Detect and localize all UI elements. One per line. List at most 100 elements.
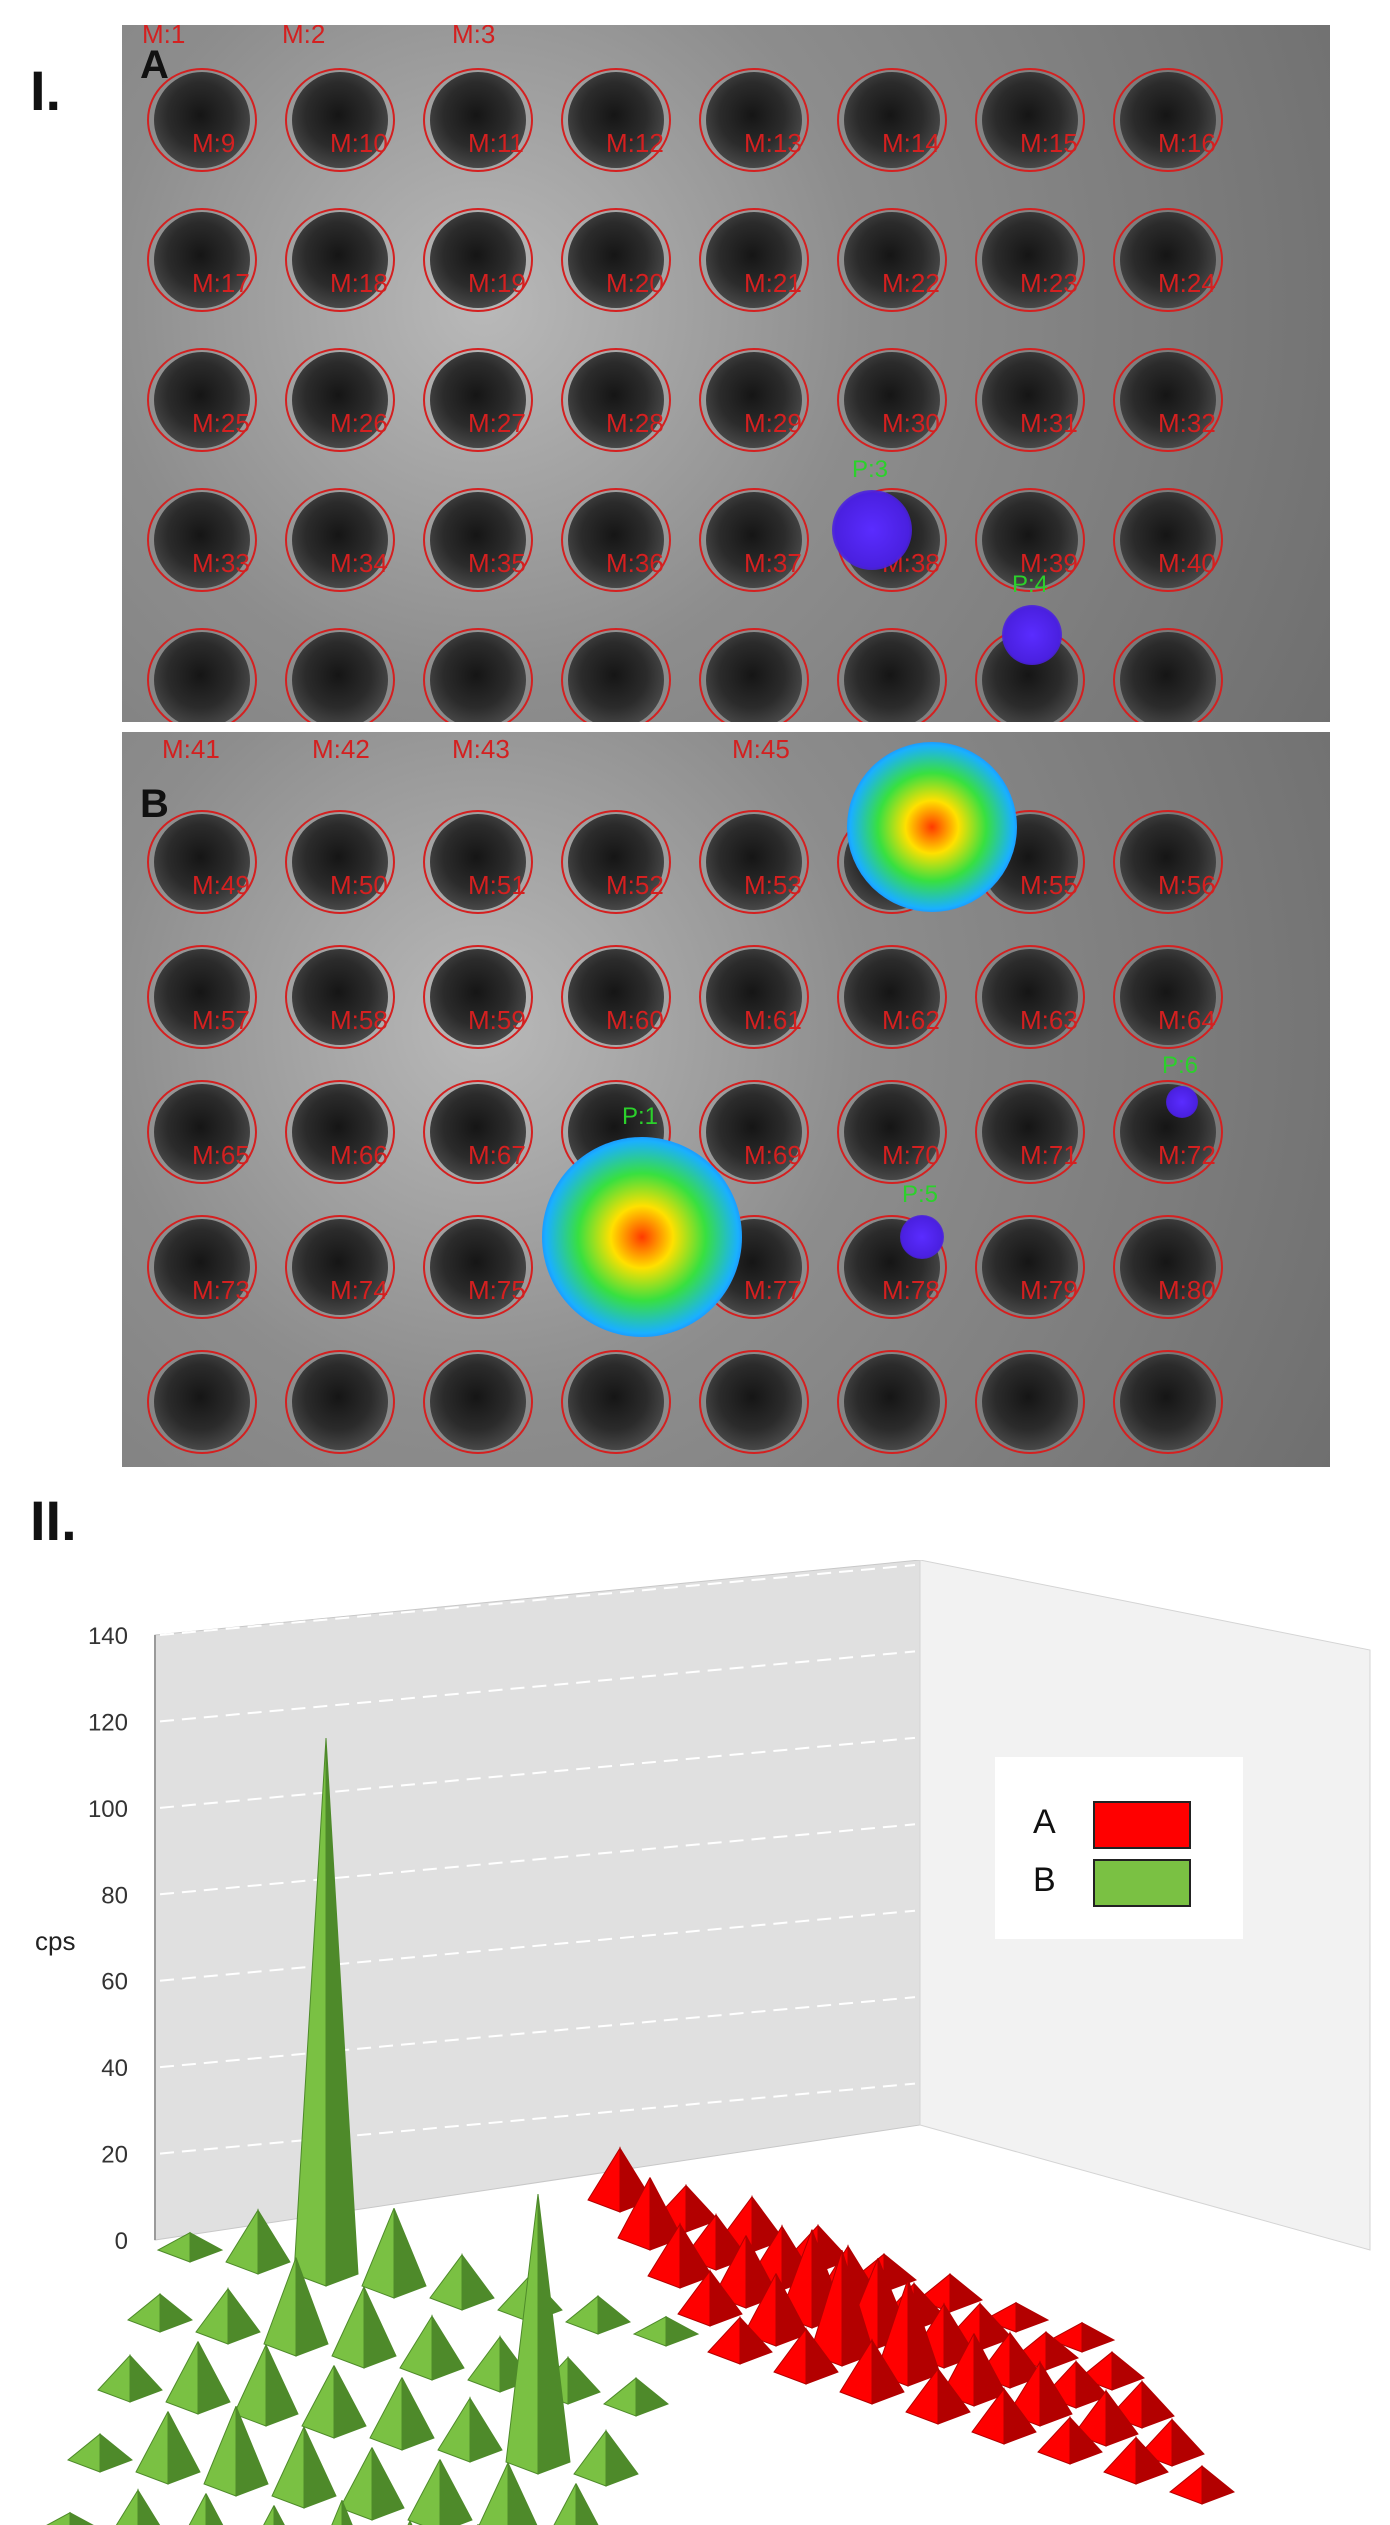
- chart-gridline: [159, 2082, 916, 2155]
- roi-label: M:78: [882, 1275, 940, 1305]
- hotspot-label: P:6: [1162, 1052, 1199, 1079]
- pyramid-a-shade: [1171, 2418, 1205, 2467]
- pyramid-a-shade: [739, 2316, 773, 2365]
- roi-circle: [1113, 1350, 1223, 1454]
- roi-circle: [285, 68, 395, 172]
- plate-divider: [122, 722, 1330, 732]
- roi-circle: [147, 68, 257, 172]
- panel-I-label: I.: [30, 59, 62, 122]
- pyramid-a-shade: [679, 2222, 713, 2289]
- chart-gridline: [159, 1650, 916, 1723]
- pyramid-b-shade: [635, 2377, 669, 2417]
- pyramid-b-shade: [129, 2354, 163, 2403]
- pyramid-b-shade: [325, 1738, 359, 2287]
- pyramid-a-shade: [685, 2184, 719, 2233]
- y-tick-label: 100: [88, 1796, 128, 1823]
- pyramid-a-shade: [841, 2250, 875, 2367]
- roi-label: M:50: [330, 870, 388, 900]
- roi-label: M:62: [882, 1005, 940, 1035]
- roi-label: M:27: [468, 408, 526, 438]
- pyramid-a-shade: [907, 2278, 941, 2387]
- plate-b-image: M:49M:50M:51M:52M:53M:54M:55M:56M:57M:58…: [122, 732, 1330, 1467]
- roi-circle: [561, 488, 671, 592]
- roi-circle: [837, 1080, 947, 1184]
- hotspot-label: P:2: [912, 732, 948, 736]
- roi-label: M:52: [606, 870, 664, 900]
- roi-label: M:57: [192, 1005, 250, 1035]
- pyramid-a-shade: [1015, 2301, 1050, 2333]
- pyramid-a-shade: [979, 2302, 1013, 2351]
- roi-circle: [837, 628, 947, 725]
- legend-label-b: B: [1033, 1861, 1056, 1899]
- roi-label: M:37: [744, 548, 802, 578]
- pyramid-a: [1169, 2465, 1203, 2505]
- roi-circle: [699, 945, 809, 1049]
- pyramid-b-shade: [371, 2447, 405, 2521]
- signal-hotspot: [900, 1215, 944, 1259]
- pyramid-b: [505, 2194, 539, 2475]
- pyramid-b: [361, 2208, 395, 2299]
- roi-label: M:51: [468, 870, 526, 900]
- pyramid-b-shade: [69, 2511, 94, 2525]
- pyramid-b-shade: [469, 2396, 503, 2463]
- roi-circle: [285, 810, 395, 914]
- panel-II-label: II.: [30, 1489, 77, 1552]
- roi-circle: [1113, 488, 1223, 592]
- roi-circle: [975, 1080, 1085, 1184]
- pyramid-a-shade: [1039, 2360, 1073, 2427]
- y-tick-label: 120: [88, 1709, 128, 1736]
- pyramid-b-shade: [567, 2356, 601, 2405]
- pyramid-b-shade: [439, 2459, 473, 2525]
- pyramid-b-shade: [295, 2257, 329, 2357]
- roi-circle: [1113, 810, 1223, 914]
- pyramid-b: [632, 2315, 667, 2347]
- y-tick-label: 40: [101, 2055, 128, 2082]
- roi-label: M:19: [468, 268, 526, 298]
- hotspot-label: P:5: [902, 1181, 939, 1208]
- pyramid-a-shade: [949, 2273, 983, 2313]
- y-axis-label: cps: [35, 1926, 75, 1956]
- y-tick-label: 80: [101, 1882, 128, 1909]
- pyramid-b: [203, 2406, 237, 2497]
- roi-circle: [285, 628, 395, 725]
- roi-label: M:55: [1020, 870, 1078, 900]
- pyramid-b: [188, 2493, 207, 2525]
- pyramid-b: [603, 2377, 637, 2417]
- pyramid-b-shade: [597, 2295, 631, 2335]
- roi-label: M:28: [606, 408, 664, 438]
- roi-label: M:56: [1158, 870, 1216, 900]
- roi-label: M:72: [1158, 1140, 1216, 1170]
- roi-label: M:61: [744, 1005, 802, 1035]
- pyramid-b-shade: [537, 2194, 571, 2475]
- pyramid-b-shade: [265, 2344, 299, 2427]
- pyramid-b-shade: [197, 2341, 231, 2415]
- roi-circle: [147, 348, 257, 452]
- pyramid-b: [195, 2287, 229, 2345]
- roi-label: M:17: [192, 268, 250, 298]
- roi-circle: [147, 945, 257, 1049]
- roi-label: M:45: [732, 734, 790, 764]
- pyramid-b-shade: [665, 2315, 700, 2347]
- pyramid-b: [407, 2459, 441, 2525]
- roi-circle: [423, 208, 533, 312]
- pyramid-b-shade: [159, 2293, 193, 2333]
- chart-gridline: [159, 1909, 916, 1982]
- roi-circle: [561, 208, 671, 312]
- roi-circle: [423, 945, 533, 1049]
- roi-circle: [837, 68, 947, 172]
- roi-circle: [147, 208, 257, 312]
- roi-circle: [285, 1080, 395, 1184]
- roi-circle: [699, 208, 809, 312]
- legend-item-a: A: [1033, 1799, 1213, 1849]
- pyramid-b-shade: [341, 2500, 353, 2525]
- roi-label: M:65: [192, 1140, 250, 1170]
- roi-label: M:24: [1158, 268, 1216, 298]
- pyramid-b-shade: [227, 2287, 261, 2345]
- roi-circle: [423, 1350, 533, 1454]
- pyramid-b: [263, 2257, 297, 2357]
- signal-hotspot: [832, 490, 912, 570]
- roi-circle: [561, 628, 671, 725]
- roi-label: M:67: [468, 1140, 526, 1170]
- chart-gridline: [159, 1736, 916, 1809]
- roi-circle: [147, 1215, 257, 1319]
